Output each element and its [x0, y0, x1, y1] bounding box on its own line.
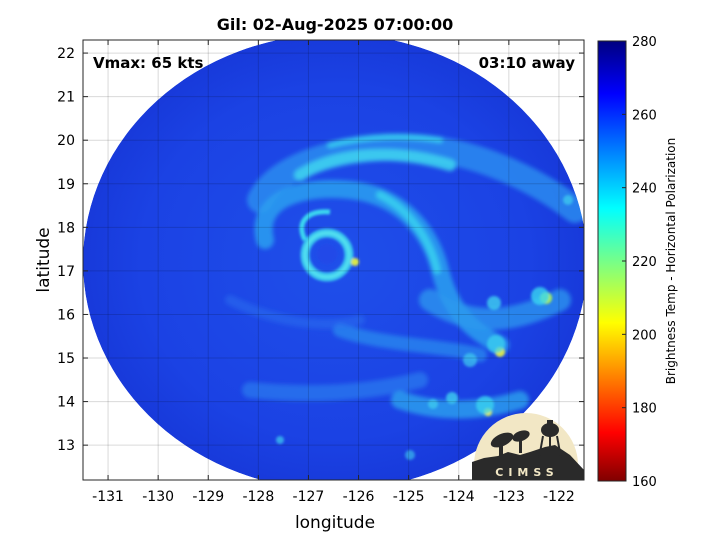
cimss-logo: CIMSS	[472, 413, 584, 480]
x-axis-label: longitude	[295, 513, 375, 533]
y-tick-label: 14	[57, 395, 75, 411]
colorbar-label: Brightness Temp - Horizontal Polarizatio…	[664, 138, 678, 385]
axis-ticks: -131 -130 -129 -128 -127 -126 -125 -124 -123 -122…	[57, 40, 584, 505]
grid-lines	[83, 40, 584, 480]
plot-frame	[82, 39, 585, 481]
storm-eyewall	[299, 209, 359, 282]
x-tick-label: -122	[543, 489, 575, 505]
x-tick-label: -127	[293, 489, 325, 505]
convective-cells	[276, 195, 573, 460]
colorbar-gradient	[597, 40, 627, 482]
storm-eye	[317, 244, 337, 264]
rainband-east	[419, 289, 571, 330]
logo-text: CIMSS	[495, 466, 558, 479]
x-tick-label: -123	[493, 489, 525, 505]
x-tick-label: -128	[242, 489, 274, 505]
y-axis-label: latitude	[34, 227, 54, 292]
colorbar: 160 180 200 220 240 260 280 Brightness Temp - …	[597, 35, 678, 490]
x-tick-label: -126	[343, 489, 375, 505]
y-tick-label: 17	[57, 264, 75, 280]
y-tick-label: 13	[57, 438, 75, 454]
plot-area: -131 -130 -129 -128 -127 -126 -125 -124 -123 -122…	[57, 39, 585, 505]
x-tick-label: -131	[92, 489, 124, 505]
y-tick-label: 18	[57, 220, 75, 236]
colorbar-tick-label: 260	[632, 108, 657, 123]
y-tick-label: 16	[57, 307, 75, 323]
colorbar-tick-label: 160	[632, 475, 657, 490]
plot-title: Gil: 02-Aug-2025 07:00:00	[217, 15, 454, 34]
colorbar-tick-label: 220	[632, 255, 657, 270]
y-tick-label: 19	[57, 177, 75, 193]
colorbar-tick-label: 240	[632, 182, 657, 197]
x-tick-label: -129	[192, 489, 224, 505]
x-tick-label: -124	[443, 489, 475, 505]
time-away-label: 03:10 away	[479, 54, 576, 72]
colorbar-tick-label: 180	[632, 402, 657, 417]
y-tick-label: 21	[57, 90, 75, 106]
x-tick-label: -125	[393, 489, 425, 505]
colorbar-ticks: 160 180 200 220 240 260 280	[622, 35, 657, 490]
y-tick-label: 22	[57, 46, 75, 62]
spiral-band-outer	[247, 134, 584, 223]
colorbar-tick-label: 280	[632, 35, 657, 50]
y-tick-label: 15	[57, 351, 75, 367]
vmax-label: Vmax: 65 kts	[93, 54, 203, 72]
y-tick-label: 20	[57, 133, 75, 149]
x-tick-label: -130	[142, 489, 174, 505]
colorbar-tick-label: 200	[632, 328, 657, 343]
satellite-swath	[83, 40, 584, 480]
